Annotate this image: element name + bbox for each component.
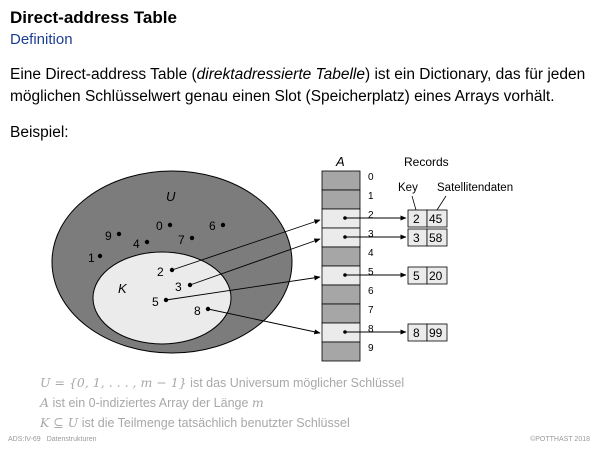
array-label: A	[335, 154, 345, 169]
satellite-column-label: Satellitendaten	[437, 182, 513, 194]
slot-index: 6	[368, 286, 374, 297]
slot-index: 8	[368, 324, 374, 335]
key-label: 6	[209, 219, 216, 233]
slot-index: 2	[368, 210, 374, 221]
key-slot-arrow	[165, 275, 321, 301]
array-slot	[321, 170, 361, 191]
array-slot	[321, 265, 361, 286]
note-text: ist ein 0-indiziertes Array der Länge	[49, 396, 252, 410]
universe-label: U	[166, 189, 176, 204]
array-slot	[321, 341, 361, 362]
key-column-label: Key	[398, 182, 418, 194]
note-math: A	[40, 395, 50, 410]
key-dot	[97, 253, 103, 259]
note-line-2: A ist ein 0-indiziertes Array der Länge …	[40, 393, 404, 413]
key-slot-arrow	[207, 308, 321, 335]
key-dot	[144, 239, 150, 245]
slot-index: 5	[368, 267, 374, 278]
record-data-cell	[426, 266, 448, 285]
intro-emphasis: direktadressierte Tabelle	[196, 66, 365, 83]
key-label: 3	[175, 280, 182, 294]
record-key: 8	[413, 326, 420, 340]
slot-index: 3	[368, 229, 374, 240]
note-line-1: U = {0, 1, . . . , m − 1} ist das Univer…	[40, 373, 404, 393]
note-line-3: K ⊆ U ist die Teilmenge tatsächlich benu…	[40, 413, 404, 433]
key-slot-arrows	[165, 219, 321, 335]
key-label: 0	[156, 219, 163, 233]
note-text: ist die Teilmenge tatsächlich benutzter …	[78, 416, 350, 430]
key-dot	[116, 231, 122, 237]
used-keys-label: K	[118, 281, 128, 296]
note-math: U = {0, 1, . . . , m − 1}	[40, 375, 187, 390]
key-label: 7	[178, 233, 185, 247]
slot-indices: 0 1 2 3 4 5 6 7 8 9	[368, 172, 374, 354]
array-slot	[321, 322, 361, 343]
key-slot-arrow	[171, 219, 321, 271]
array-slots	[321, 170, 361, 362]
key-pointer-line	[411, 195, 417, 211]
slide-subtitle: Definition	[10, 31, 73, 48]
slide-title: Direct-address Table	[10, 8, 177, 27]
slot-index: 4	[368, 248, 374, 259]
key-label: 9	[105, 229, 112, 243]
record-data-cell	[426, 228, 448, 247]
record-data: 20	[429, 269, 443, 283]
slot-index: 7	[368, 305, 374, 316]
key-dot	[220, 222, 226, 228]
record-key: 2	[413, 212, 420, 226]
key-label: 1	[88, 251, 95, 265]
note-math: K ⊆ U	[40, 415, 79, 430]
key-dot	[167, 222, 173, 228]
satellite-pointer-line	[436, 195, 447, 211]
array-slot	[321, 303, 361, 324]
slot-index: 0	[368, 172, 374, 183]
record-key: 5	[413, 269, 420, 283]
used-keys-set	[92, 251, 232, 345]
key-slot-arrow	[189, 238, 321, 286]
note-math: m	[251, 395, 264, 410]
record-data-cell	[426, 209, 448, 228]
footer-copyright: ©POTTHAST 2018	[530, 436, 590, 443]
array-slot	[321, 227, 361, 248]
key-label: 4	[133, 237, 140, 251]
definition-notes: U = {0, 1, . . . , m − 1} ist das Univer…	[40, 373, 404, 433]
slot-record-arrows	[343, 215, 407, 335]
record-data-cell	[426, 323, 448, 342]
example-label: Beispiel:	[10, 124, 69, 141]
array-slot	[321, 246, 361, 267]
record-data: 99	[429, 326, 443, 340]
footer-left: ADS:IV-69 Datenstrukturen	[8, 436, 103, 443]
footer-topic: Datenstrukturen	[46, 436, 97, 443]
key-label: 2	[157, 265, 164, 279]
array-slot	[321, 284, 361, 305]
page-reference: ADS:IV-69	[8, 436, 41, 443]
intro-part2: ) ist ein Dictionary, das für jeden mögl…	[10, 66, 586, 105]
array-slot	[321, 208, 361, 229]
key-dot	[189, 235, 195, 241]
record-boxes: 2 45 3 58 5 20 8 99	[407, 209, 448, 342]
slot-index: 9	[368, 343, 374, 354]
array-slot	[321, 189, 361, 210]
slot-index: 1	[368, 191, 374, 202]
intro-part1: Eine Direct-address Table (	[10, 66, 197, 83]
note-text: ist das Universum möglicher Schlüssel	[186, 376, 405, 390]
record-data: 58	[429, 231, 443, 245]
key-label: 5	[152, 295, 159, 309]
records-label: Records	[404, 155, 449, 169]
record-data: 45	[429, 212, 443, 226]
intro-paragraph: Eine Direct-address Table (direktadressi…	[10, 64, 595, 108]
unused-keys: 0 6 9 4 7 1	[88, 219, 226, 265]
key-label: 8	[194, 304, 201, 318]
record-key: 3	[413, 231, 420, 245]
